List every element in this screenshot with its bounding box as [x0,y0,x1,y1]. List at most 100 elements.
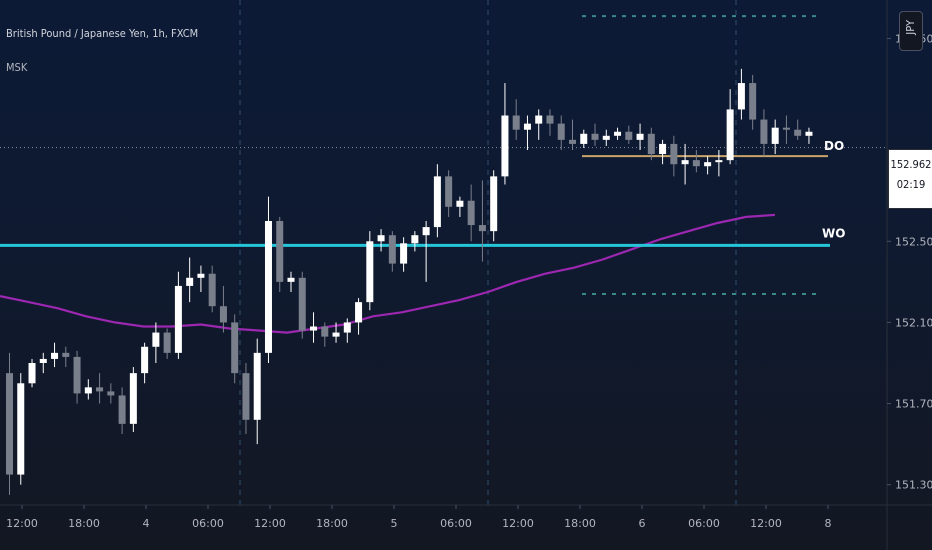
price-tag: 152.962 02:19 [888,149,932,209]
candle-body [186,277,194,286]
x-tick-label: 18:00 [68,517,100,530]
candle-body [670,143,678,165]
x-tick-label: 5 [391,517,398,530]
currency-button[interactable]: JPY [899,11,923,51]
candle-body [39,358,47,363]
candle-body [96,387,104,392]
candle-body [737,83,745,110]
x-tick-label: 06:00 [440,517,472,530]
candle-body [602,135,610,140]
candle-body [659,143,667,155]
candle-body [478,225,486,232]
daily-open-label: DO [824,139,844,153]
candle-body [174,285,182,353]
candle-body [794,129,802,136]
x-tick-label: 12:00 [254,517,286,530]
candle-body [163,332,171,353]
candle-body [377,235,385,242]
candle-body [749,83,757,120]
candle-body [490,176,498,232]
candle-body [332,332,340,337]
y-tick-label: 151.700 [895,398,932,411]
candle-body [310,326,318,331]
candle-body [647,133,655,155]
symbol-title: British Pound / Japanese Yen, 1h, FXCM [6,27,199,40]
range-lines [0,15,887,296]
candle-body [388,235,396,264]
x-tick-label: 12:00 [502,517,534,530]
moving-average-path [0,213,775,334]
candle-body [197,273,205,278]
x-tick-label: 12:00 [6,517,38,530]
candle-body [704,162,712,167]
timezone-label: MSK [6,61,28,74]
candle-body [771,127,779,144]
currency-label: JPY [904,20,917,35]
candle-body [152,332,160,347]
candle-body [782,127,790,130]
candle-body [523,123,531,130]
candle-body [73,356,81,394]
x-tick-label: 18:00 [316,517,348,530]
y-tick-label: 152.500 [895,235,932,248]
x-tick-label: 8 [825,517,832,530]
candle-body [535,115,543,124]
candle-body [219,306,227,323]
weekly-open-label: WO [822,226,845,240]
candle-body [253,352,261,420]
candle-body [557,123,565,140]
candle-body [681,160,689,165]
candle-body [6,373,13,475]
candle-body [422,227,430,236]
candle-body [569,139,576,144]
candle-body [411,235,419,244]
current-price-value: 152.962 [890,158,932,171]
candle-body [355,302,363,323]
candle-body [591,133,599,140]
candle-body [62,352,70,357]
candle-body [28,363,36,384]
candle-body [433,176,441,228]
grid-lines [239,0,737,505]
candle-body [118,395,126,424]
candle-body [298,277,306,331]
candle-body [726,109,734,161]
candle-body [546,115,554,124]
candle-body [231,322,239,374]
candle-body [141,346,149,374]
candle-body [501,115,509,177]
x-tick-label: 06:00 [192,517,224,530]
x-tick-label: 18:00 [564,517,596,530]
x-tick-label: 6 [639,517,646,530]
candle-body [343,322,351,333]
candle-body [715,160,723,163]
candle-body [625,131,633,140]
candle-body [760,119,768,144]
candle-body [692,160,700,167]
candle-body [17,383,25,475]
y-tick-label: 151.300 [895,479,932,492]
x-tick-label: 4 [143,517,150,530]
y-tick-label: 152.100 [895,316,932,329]
candle-body [242,373,250,420]
candle-body [107,391,115,396]
candle-body [805,131,813,136]
candle-body [321,326,329,337]
candle-body [84,387,92,394]
candle-body [129,373,137,424]
candle-body [580,133,588,144]
candle-body [287,277,295,282]
countdown-timer: 02:19 [896,178,926,191]
x-tick-label: 12:00 [750,517,782,530]
candle-body [512,115,520,130]
candle-body [445,176,453,207]
candles [6,68,813,495]
candle-body [614,131,622,136]
candle-body [636,133,644,140]
candle-body [264,221,272,353]
candle-body [51,352,59,359]
candle-body [208,273,216,307]
